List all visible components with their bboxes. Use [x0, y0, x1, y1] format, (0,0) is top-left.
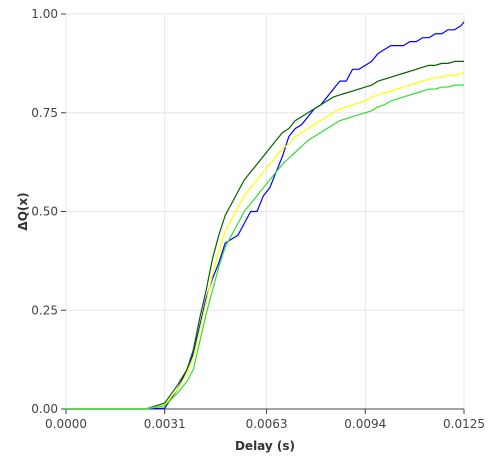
series-line-1 [66, 21, 465, 410]
y-tick-label: 0.25 [31, 303, 58, 317]
x-tick-label: 0.0000 [45, 417, 87, 431]
series-lines [66, 21, 465, 410]
x-tick-label: 0.0094 [344, 417, 386, 431]
series-line-4 [66, 84, 464, 410]
x-axis-title: Delay (s) [235, 439, 295, 453]
series-line-2 [66, 60, 464, 410]
y-tick-label: 1.00 [31, 7, 58, 21]
x-tick-label: 0.0125 [443, 417, 485, 431]
x-tick-label: 0.0063 [246, 417, 288, 431]
y-tick-label: 0.75 [31, 106, 58, 120]
y-axis-title: ΔQ(x) [16, 192, 30, 230]
y-tick-label: 0.50 [31, 205, 58, 219]
axes [61, 13, 465, 414]
y-tick-label: 0.00 [31, 402, 58, 416]
tick-labels: 0.0000 0.0031 0.0063 0.0094 0.0125 0.00 0.25 0.… [31, 7, 485, 431]
x-tick-label: 0.0031 [144, 417, 186, 431]
series-line-3 [66, 72, 464, 410]
